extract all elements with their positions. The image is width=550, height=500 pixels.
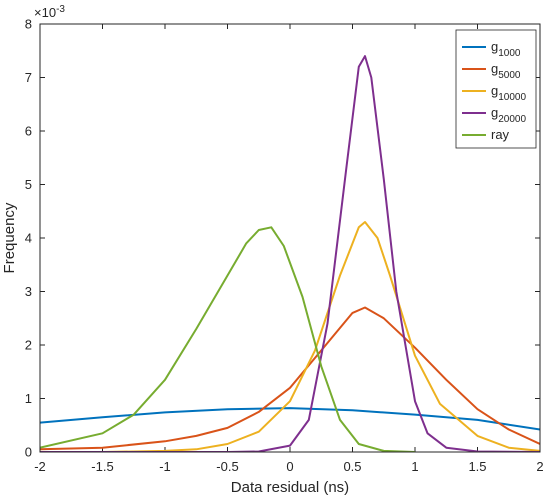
legend-label-base: g [491, 83, 498, 98]
legend-label-subscript: 20000 [498, 114, 526, 125]
legend-label-g5000: g5000 [491, 61, 521, 81]
legend-label-subscript: 5000 [498, 70, 521, 81]
legend-label-subscript: 10000 [498, 92, 526, 103]
legend-box [455, 29, 537, 149]
y-tick-label: 1 [25, 391, 32, 406]
y-tick-label: 5 [25, 177, 32, 192]
y-tick-label: 4 [25, 231, 32, 246]
x-axis-label: Data residual (ns) [231, 479, 349, 496]
legend-label-g10000: g10000 [491, 83, 526, 103]
x-tick-label: 2 [536, 459, 543, 474]
x-tick-label: -2 [34, 459, 46, 474]
legend-label-g20000: g20000 [491, 105, 526, 125]
y-tick-labels: 0 1 2 3 4 5 6 7 8 [25, 17, 32, 460]
legend-label-base: g [491, 61, 498, 76]
x-tick-label: 1 [411, 459, 418, 474]
y-tick-label: 0 [25, 445, 32, 460]
series-lines [40, 55, 540, 452]
series-line-g5000 [40, 306, 540, 451]
series-line-g10000 [40, 221, 540, 452]
series-line-ray [40, 226, 416, 452]
x-tick-label: 0 [286, 459, 293, 474]
legend-label-base: g [491, 105, 498, 120]
y-tick-label: 3 [25, 284, 32, 299]
series-line-g20000 [40, 55, 540, 452]
y-tick-label: 6 [25, 124, 32, 139]
y-tick-label: 8 [25, 17, 32, 32]
y-exponent-base: ×10 [34, 5, 56, 20]
x-tick-label: 0.5 [343, 459, 361, 474]
plot-frame [39, 23, 541, 453]
y-exponent-label: ×10-3 [34, 4, 65, 20]
y-exponent-power: -3 [56, 4, 65, 15]
x-tick-label: 1.5 [468, 459, 486, 474]
x-tick-label: -0.5 [216, 459, 238, 474]
legend-label-subscript: 1000 [498, 48, 521, 59]
legend-label-ray: ray [491, 127, 510, 142]
y-tick-label: 7 [25, 70, 32, 85]
legend-label-g1000: g1000 [491, 39, 521, 59]
x-tick-label: -1.5 [91, 459, 113, 474]
legend-label-base: g [491, 39, 498, 54]
x-tick-label: -1 [159, 459, 171, 474]
y-tick-label: 2 [25, 338, 32, 353]
legend-label-base: ray [491, 127, 510, 142]
x-tick-labels: -2 -1.5 -1 -0.5 0 0.5 1 1.5 2 [34, 459, 543, 474]
y-axis-label: Frequency [1, 202, 18, 273]
